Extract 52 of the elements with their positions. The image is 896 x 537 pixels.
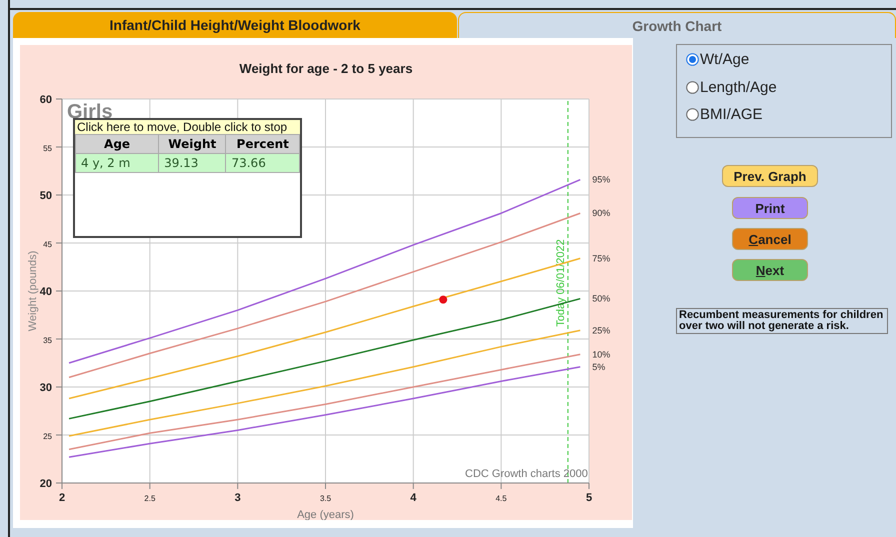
- text: Growth Chart: [458, 12, 896, 38]
- x-axis-title: Age (years): [297, 509, 354, 521]
- series-label: 5%: [592, 362, 606, 372]
- y-tick-label: 60: [40, 94, 52, 106]
- x-tick-label: 2.5: [144, 494, 156, 503]
- annotation: Age: [76, 134, 159, 154]
- text: Recumbent measurements for children over two will not generate a risk.: [676, 308, 888, 334]
- text: Infant/Child Height/Weight Bloodwork: [13, 12, 457, 38]
- y-tick-label: 20: [40, 478, 52, 490]
- text: BMI/AGE: [700, 106, 763, 123]
- line-series: [68, 354, 581, 450]
- annotation: Percent: [226, 134, 300, 154]
- line-series: [68, 178, 581, 364]
- annotation: 39.13: [158, 154, 226, 172]
- y-tick-label: 45: [43, 240, 53, 249]
- x-tick-label: 4: [410, 492, 418, 504]
- y-tick-label: 40: [40, 286, 52, 298]
- chart-title: Weight for age - 2 to 5 years: [238, 61, 414, 76]
- text: Wt/Age: [700, 51, 750, 68]
- series-label: 50%: [592, 294, 610, 304]
- y-tick-label: 25: [43, 432, 53, 441]
- annotation: 73.66: [226, 154, 300, 172]
- line-series: [68, 298, 581, 420]
- prev-graph-button: Prev. Graph: [722, 165, 818, 187]
- x-tick-label: 3: [234, 492, 241, 504]
- line-series: [68, 212, 581, 378]
- series-label: 95%: [592, 174, 610, 185]
- x-tick-label: 2: [58, 492, 66, 504]
- cancel-button: Cancel: [732, 228, 808, 250]
- ref-line-label: Today 06/01/2022: [554, 239, 567, 327]
- x-tick-label: 3.5: [320, 494, 332, 503]
- annotation: Girls: [67, 101, 113, 123]
- annotation: 4 y, 2 m: [76, 154, 159, 172]
- y-tick-label: 30: [40, 382, 52, 394]
- series-label: 75%: [592, 253, 610, 264]
- series-label: 25%: [592, 325, 610, 336]
- series-label: 10%: [592, 349, 610, 360]
- line-series: [68, 330, 581, 437]
- text: Length/Age: [700, 79, 777, 96]
- x-tick-label: 4.5: [496, 494, 508, 503]
- annotation: Weight: [158, 134, 226, 154]
- next-button: Next: [732, 259, 808, 281]
- y-tick-label: 50: [40, 190, 52, 202]
- x-tick-label: 5: [586, 492, 592, 504]
- y-tick-label: 35: [43, 336, 53, 345]
- print-button: Print: [732, 197, 808, 219]
- annotation: CDC Growth charts 2000: [465, 468, 588, 480]
- line-series: [68, 366, 581, 458]
- series-label: 90%: [592, 208, 610, 218]
- annotation: Click here to move, Double click to stop: [75, 120, 300, 134]
- y-tick-label: 55: [43, 144, 53, 153]
- y-axis-title: Weight (pounds): [26, 250, 39, 332]
